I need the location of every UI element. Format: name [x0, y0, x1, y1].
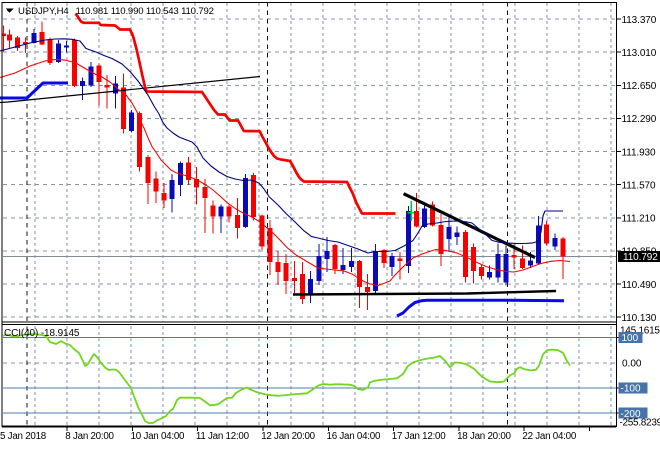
svg-text:110.981 110.990 110.543 110.79: 110.981 110.990 110.543 110.792 — [76, 6, 214, 17]
svg-text:USDJPY,H4: USDJPY,H4 — [18, 6, 69, 17]
svg-text:16 Jan 04:00: 16 Jan 04:00 — [327, 431, 381, 442]
svg-text:0.00: 0.00 — [622, 359, 642, 370]
svg-text:111.210: 111.210 — [622, 214, 657, 225]
svg-text:100: 100 — [622, 333, 639, 344]
svg-text:10 Jan 04:00: 10 Jan 04:00 — [131, 431, 185, 442]
svg-text:112.650: 112.650 — [622, 81, 657, 92]
svg-text:111.570: 111.570 — [622, 181, 657, 192]
svg-text:11 Jan 12:00: 11 Jan 12:00 — [196, 431, 250, 442]
svg-text:112.290: 112.290 — [622, 114, 657, 125]
svg-text:113.010: 113.010 — [622, 48, 657, 59]
svg-text:22 Jan 04:00: 22 Jan 04:00 — [522, 431, 576, 442]
svg-text:CCI(40) -18.9145: CCI(40) -18.9145 — [4, 328, 80, 339]
svg-text:110.490: 110.490 — [622, 280, 657, 291]
svg-text:110.792: 110.792 — [623, 252, 658, 263]
svg-text:110.130: 110.130 — [622, 313, 657, 324]
svg-text:8 Jan 20:00: 8 Jan 20:00 — [65, 431, 114, 442]
svg-text:18 Jan 20:00: 18 Jan 20:00 — [457, 431, 511, 442]
svg-text:5 Jan 2018: 5 Jan 2018 — [0, 431, 47, 442]
svg-text:-100: -100 — [621, 384, 641, 395]
svg-text:12 Jan 20:00: 12 Jan 20:00 — [261, 431, 315, 442]
svg-text:113.370: 113.370 — [622, 15, 657, 26]
svg-text:-200: -200 — [621, 409, 641, 420]
svg-text:111.930: 111.930 — [622, 147, 657, 158]
svg-text:17 Jan 12:00: 17 Jan 12:00 — [392, 431, 446, 442]
